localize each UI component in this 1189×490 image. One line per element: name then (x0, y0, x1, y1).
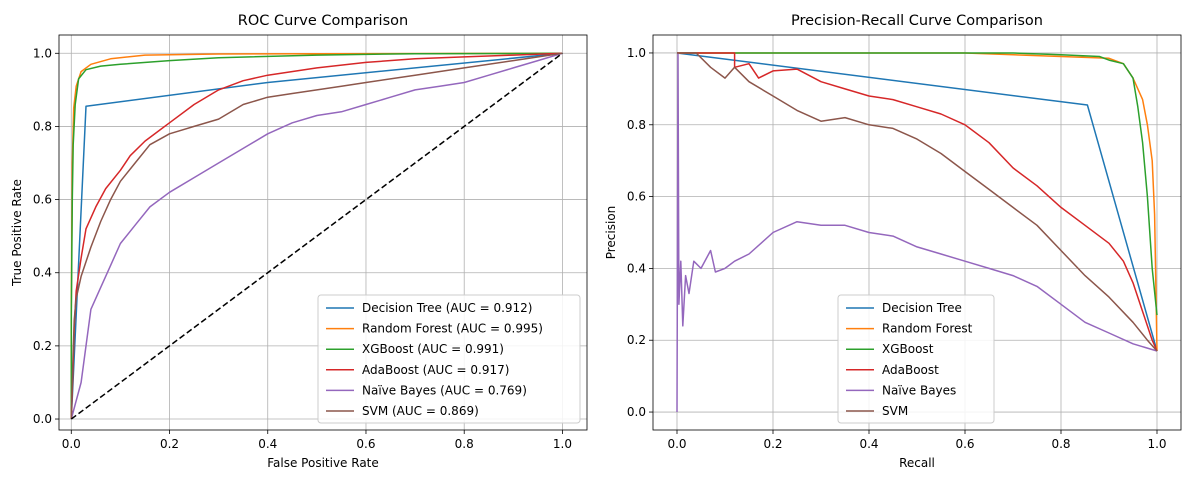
y-tick-label: 1.0 (627, 46, 646, 60)
legend-entry-random-forest: Random Forest (882, 322, 973, 336)
legend-entry-na-ve-bayes: Naïve Bayes (882, 383, 956, 397)
legend-entry-xgboost: XGBoost (882, 342, 934, 356)
x-tick-label: 0.8 (1051, 437, 1070, 451)
series-line-xgboost (677, 52, 1158, 316)
x-axis-label: Recall (899, 456, 935, 470)
series-line-na-ve-bayes (70, 52, 563, 420)
chart-title: ROC Curve Comparison (238, 13, 408, 29)
x-tick-label: 0.0 (667, 437, 686, 451)
legend-box (317, 294, 581, 424)
series-group (676, 52, 1158, 413)
series-line-svm (677, 52, 1158, 352)
x-tick-label: 0.2 (160, 437, 179, 451)
axes-frame (652, 34, 1182, 431)
legend-entry-adaboost: AdaBoost (AUC = 0.917) (362, 363, 509, 377)
legend: Decision Tree Random Forest XGBoost AdaBoos… (837, 294, 995, 424)
y-axis-label: Precision (604, 206, 618, 260)
series-group (70, 52, 563, 420)
series-line-na-ve-bayes (676, 52, 1158, 413)
legend-box (837, 294, 995, 424)
precision-recall-chart: 0.0 0.2 0.4 0.6 0.8 1.0 0.0 0.2 0.4 0.6 0.8 1.0 Prec… (604, 13, 1182, 470)
y-tick-label: 0.8 (33, 119, 52, 133)
series-line-adaboost (677, 52, 1158, 352)
x-tick-label: 0.6 (356, 437, 375, 451)
series-line-svm (70, 52, 563, 420)
y-tick-label: 0.0 (627, 405, 646, 419)
y-axis-label: True Positive Rate (10, 179, 24, 287)
y-tick-label: 0.6 (33, 193, 52, 207)
x-tick-label: 0.2 (763, 437, 782, 451)
legend-entry-xgboost: XGBoost (AUC = 0.991) (362, 342, 504, 356)
legend-entry-decision-tree: Decision Tree (AUC = 0.912) (362, 301, 533, 315)
legend: Decision Tree (AUC = 0.912) Random Forest… (317, 294, 581, 424)
chart-title: Precision-Recall Curve Comparison (791, 13, 1043, 29)
y-tick-label: 0.6 (627, 190, 646, 204)
x-tick-label: 0.6 (955, 437, 974, 451)
y-tick-label: 0.4 (627, 261, 646, 275)
y-tick-label: 0.4 (33, 266, 52, 280)
legend-entry-adaboost: AdaBoost (882, 363, 939, 377)
x-tick-label: 0.8 (455, 437, 474, 451)
legend-entry-random-forest: Random Forest (AUC = 0.995) (362, 322, 543, 336)
series-line-decision-tree (676, 52, 1158, 352)
y-tick-label: 0.0 (33, 412, 52, 426)
x-tick-label: 1.0 (1147, 437, 1166, 451)
x-tick-label: 0.4 (859, 437, 878, 451)
legend-entry-svm: SVM (882, 404, 908, 418)
legend-entry-svm: SVM (AUC = 0.869) (362, 404, 479, 418)
legend-entry-na-ve-bayes: Naïve Bayes (AUC = 0.769) (362, 383, 527, 397)
chance-line (70, 52, 563, 420)
x-tick-label: 0.4 (258, 437, 277, 451)
axes-frame (58, 34, 588, 431)
series-line-adaboost (70, 52, 563, 420)
y-tick-label: 0.2 (627, 333, 646, 347)
x-axis-label: False Positive Rate (267, 456, 379, 470)
y-tick-label: 0.2 (33, 339, 52, 353)
x-tick-label: 0.0 (62, 437, 81, 451)
x-tick-label: 1.0 (553, 437, 572, 451)
roc-chart: 0.0 0.2 0.4 0.6 0.8 1.0 0.0 0.2 0.4 0.6 0.8 1.0 ROC … (10, 13, 588, 470)
y-tick-label: 1.0 (33, 46, 52, 60)
y-tick-label: 0.8 (627, 118, 646, 132)
series-line-decision-tree (70, 52, 563, 420)
legend-entry-decision-tree: Decision Tree (882, 301, 962, 315)
series-line-xgboost (70, 52, 563, 419)
